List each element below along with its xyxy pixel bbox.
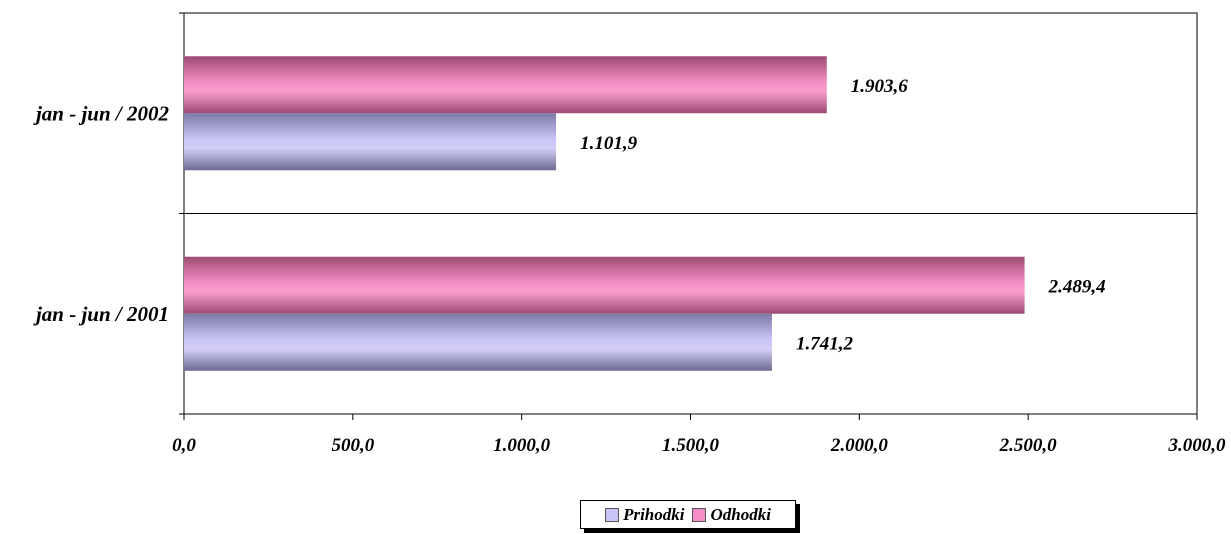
bar-odhodki-jan-jun-2002	[184, 56, 827, 114]
data-label-odhodki-jan-jun-2001: 2.489,4	[1048, 276, 1106, 297]
legend: Prihodki Odhodki	[580, 500, 796, 529]
legend-swatch-odhodki	[692, 507, 707, 522]
bar-odhodki-jan-jun-2001	[184, 256, 1025, 314]
x-tick-label: 500,0	[331, 435, 374, 456]
x-tick-label: 2.500,0	[999, 435, 1058, 456]
x-tick-label: 1.000,0	[493, 435, 551, 456]
x-tick-label: 1.500,0	[662, 435, 720, 456]
x-tick-label: 2.000,0	[830, 435, 889, 456]
legend-item-prihodki: Prihodki	[605, 505, 684, 525]
legend-label-odhodki: Odhodki	[710, 504, 771, 524]
data-label-prihodki-jan-jun-2002: 1.101,9	[580, 133, 638, 154]
x-tick-label: 0,0	[172, 435, 196, 456]
y-tick-label: jan - jun / 2002	[33, 101, 170, 125]
bar-prihodki-jan-jun-2002	[184, 113, 557, 171]
legend-label-prihodki: Prihodki	[623, 504, 685, 524]
legend-swatch-prihodki	[605, 507, 620, 522]
data-label-prihodki-jan-jun-2001: 1.741,2	[796, 333, 854, 354]
legend-item-odhodki: Odhodki	[692, 504, 771, 525]
x-tick-label: 3.000,0	[1168, 435, 1227, 456]
data-label-odhodki-jan-jun-2002: 1.903,6	[851, 76, 909, 97]
bar-prihodki-jan-jun-2001	[184, 313, 772, 371]
y-tick-label: jan - jun / 2001	[33, 302, 169, 326]
